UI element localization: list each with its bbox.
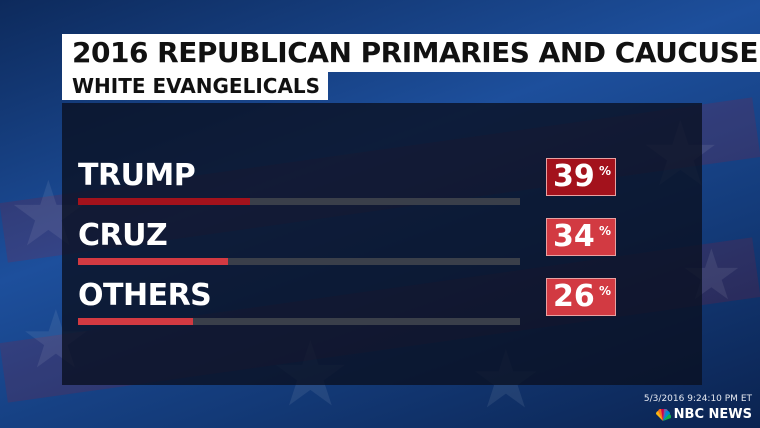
value-box-others: 26 % (546, 278, 616, 316)
bar-track (78, 258, 520, 265)
value-label-others: 26 (553, 279, 595, 314)
result-row: OTHERS 26 % (62, 278, 702, 338)
value-box-trump: 39 % (546, 158, 616, 196)
candidate-label-trump: TRUMP (78, 158, 196, 193)
value-label-trump: 39 (553, 159, 595, 194)
candidate-label-others: OTHERS (78, 278, 212, 313)
candidate-label-cruz: CRUZ (78, 218, 168, 253)
bar-others (78, 318, 193, 325)
value-box-cruz: 34 % (546, 218, 616, 256)
value-label-cruz: 34 (553, 219, 595, 254)
network-logo: NBC NEWS (655, 407, 752, 422)
result-row: CRUZ 34 % (62, 218, 702, 278)
network-name: NBC NEWS (673, 407, 752, 422)
bar-trump (78, 198, 251, 205)
bar-track (78, 198, 520, 205)
percent-sign: % (599, 284, 612, 298)
result-row: TRUMP 39 % (62, 158, 702, 218)
bar-track (78, 318, 520, 325)
peacock-icon (655, 408, 671, 421)
chart-title: 2016 REPUBLICAN PRIMARIES AND CAUCUSES (62, 34, 760, 72)
bar-cruz (78, 258, 229, 265)
chart-subtitle: WHITE EVANGELICALS (62, 72, 329, 100)
timestamp: 5/3/2016 9:24:10 PM ET (643, 394, 752, 404)
percent-sign: % (599, 164, 612, 178)
results-panel: TRUMP 39 % CRUZ 34 % OTHERS 26 % (62, 103, 702, 385)
percent-sign: % (599, 224, 612, 238)
